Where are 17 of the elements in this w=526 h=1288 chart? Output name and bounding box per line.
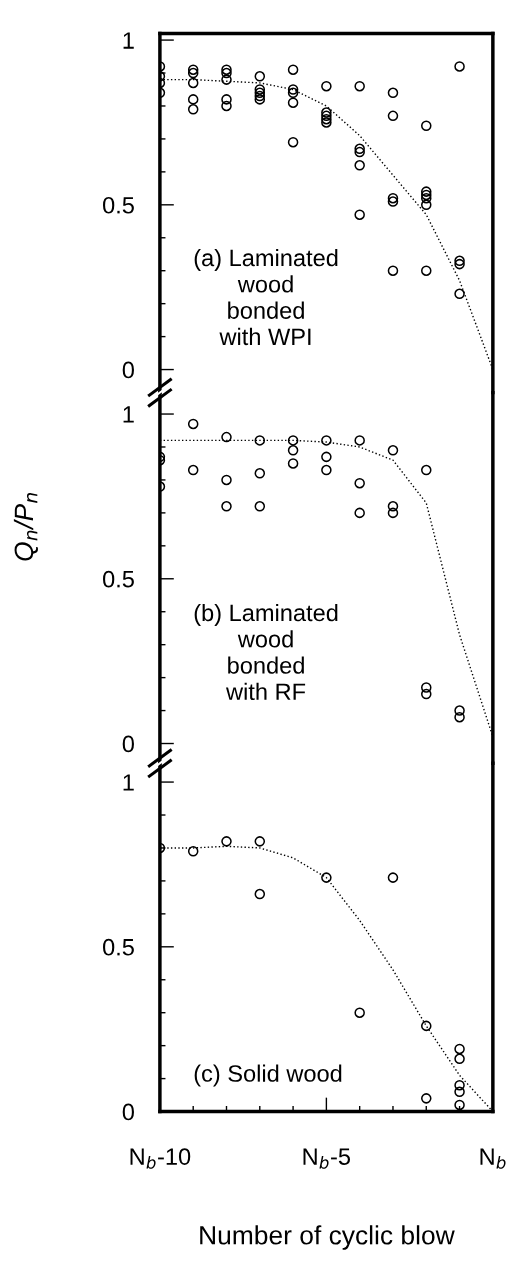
- y-axis-title: Q$_{n}$/P$_{n}$: [13, 493, 38, 561]
- x-tick-label: N$_{b}$: [480, 1148, 506, 1169]
- annotation: (b) Laminated wood bonded with RF: [194, 603, 338, 701]
- y-tick-label: 0.5: [103, 570, 134, 588]
- y-tick-label: 1: [123, 774, 134, 791]
- y-tick-label: 0: [122, 735, 134, 753]
- x-axis-title: Number of cyclic blow: [200, 1225, 455, 1250]
- y-tick-label: 0.5: [103, 938, 134, 956]
- y-tick-label: 1: [123, 406, 134, 423]
- y-tick-label: 0.5: [103, 196, 134, 214]
- y-tick-label: 0: [122, 361, 134, 379]
- x-tick-label: N$_{b}$-10: [130, 1148, 191, 1169]
- y-tick-label: 1: [123, 32, 134, 49]
- annotation: (a) Laminated wood bonded with WPI: [194, 248, 338, 346]
- annotation: (c) Solid wood: [194, 1064, 342, 1087]
- x-tick-label: N$_{b}$-5: [303, 1148, 351, 1169]
- y-tick-label: 0: [122, 1103, 134, 1121]
